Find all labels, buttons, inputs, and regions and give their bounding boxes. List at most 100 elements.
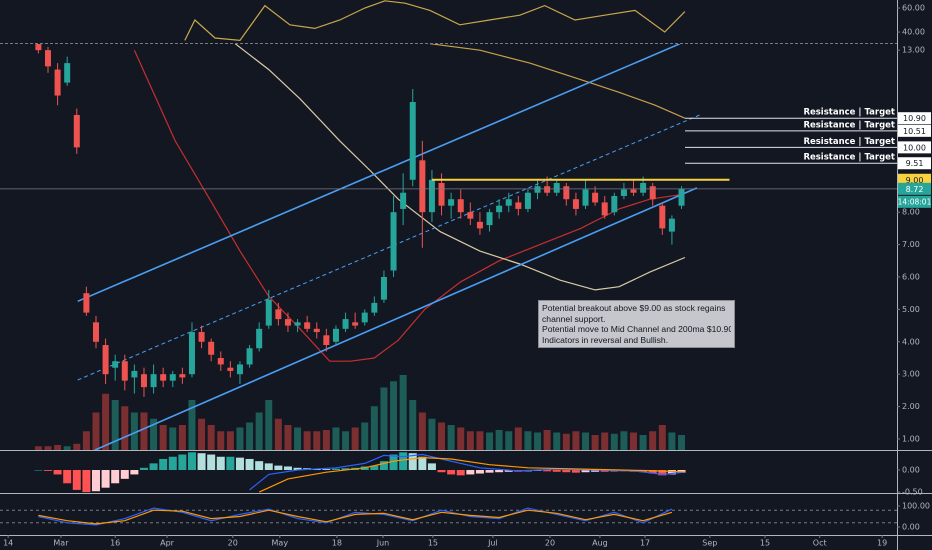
histogram-bar <box>571 470 580 473</box>
histogram-bar <box>274 465 283 471</box>
histogram-bar <box>34 470 43 471</box>
histogram-bar <box>226 456 235 471</box>
candle-body <box>352 322 359 326</box>
y-tick-label: -0.50 <box>902 488 923 497</box>
candle-body <box>332 328 339 342</box>
volume-bar <box>169 427 177 450</box>
histogram-bar <box>495 470 504 473</box>
level-badge <box>898 173 931 186</box>
volume-bar <box>524 431 532 450</box>
histogram-bar <box>427 463 436 471</box>
macd-line <box>249 453 685 491</box>
volume-bar <box>178 425 186 450</box>
x-tick-label: 20 <box>228 539 238 548</box>
volume-bar <box>438 422 446 450</box>
y-tick-label: 60.00 <box>902 4 925 13</box>
histogram-bar <box>418 456 427 471</box>
volume-bar <box>610 433 618 450</box>
last-price-badge <box>898 182 931 195</box>
volume-bar <box>44 446 52 450</box>
resistance-text: Resistance | Target <box>803 153 895 163</box>
last-price-badge-label: 8.72 <box>906 185 924 194</box>
volume-bar <box>351 427 359 450</box>
candle-body <box>227 367 234 371</box>
volume-bar <box>658 425 666 450</box>
x-tick-label: 16 <box>110 539 120 548</box>
histogram-bar <box>600 470 609 472</box>
candle-body <box>572 199 579 209</box>
resistance-badge <box>898 124 931 137</box>
histogram-bar <box>322 469 331 471</box>
x-tick-label: Sep <box>702 539 717 548</box>
volume-bar <box>313 431 321 450</box>
candle-body <box>390 212 397 271</box>
volume-bar <box>543 430 551 450</box>
volume-bar <box>495 430 503 450</box>
histogram-bar <box>101 470 110 488</box>
resistance-badge-label: 10.51 <box>903 127 926 136</box>
volume-bar <box>159 425 167 450</box>
volume-bar <box>111 400 119 450</box>
y-tick-label: 0.00 <box>902 466 920 475</box>
x-tick-label: 14 <box>3 539 13 548</box>
resistance-text: Resistance | Target <box>803 137 895 147</box>
candle-body <box>486 212 493 226</box>
candle-body <box>678 188 685 206</box>
histogram-bar <box>341 468 350 471</box>
resistance-badge-label: 9.51 <box>906 159 924 168</box>
resistance-text: Resistance | Target <box>803 120 895 130</box>
x-tick-label: 19 <box>877 539 887 548</box>
candle-body <box>217 357 224 365</box>
histogram-bar <box>389 454 398 471</box>
candle-body <box>313 328 320 333</box>
histogram-bar <box>283 466 292 471</box>
volume-bar <box>236 427 244 450</box>
candle-body <box>54 69 61 96</box>
candle-body <box>92 322 99 342</box>
indicator-line <box>38 509 673 525</box>
candle-body <box>467 212 474 219</box>
candle-body <box>448 199 455 206</box>
candle-body <box>102 345 109 375</box>
x-tick-label: Jun <box>376 539 390 548</box>
level-badge-label: 9.00 <box>906 176 924 185</box>
candle-body <box>208 341 215 355</box>
histogram-bar <box>245 458 254 471</box>
volume-bar <box>226 431 234 450</box>
histogram-bar <box>466 470 475 475</box>
annotation-line: Potential breakout above $9.00 as stock … <box>542 303 726 313</box>
volume-bar <box>476 431 484 450</box>
histogram-bar <box>216 456 225 471</box>
candle-body <box>419 160 426 213</box>
y-tick-label: 40.00 <box>902 28 925 37</box>
y-tick-label: 6.00 <box>902 272 920 281</box>
histogram-bar <box>485 470 494 473</box>
candle-body <box>630 189 637 193</box>
candle-body <box>668 218 675 232</box>
resistance-badge <box>898 112 931 125</box>
candle-body <box>515 202 522 209</box>
candle-body <box>131 370 138 378</box>
histogram-bar <box>543 470 552 472</box>
volume-bar <box>121 406 129 450</box>
histogram-bar <box>658 470 667 476</box>
candle-body <box>198 332 205 342</box>
volume-bar <box>639 435 647 450</box>
candle-body <box>553 183 560 193</box>
volume-bar <box>255 412 263 450</box>
histogram-bar <box>456 470 465 476</box>
volume-bar <box>418 412 426 450</box>
candle-body <box>582 189 589 206</box>
candle-body <box>409 102 416 180</box>
volume-bar <box>207 425 215 450</box>
y-tick-label: 8.00 <box>902 208 920 217</box>
volume-bar <box>466 431 474 450</box>
candle-body <box>265 299 272 326</box>
candle-body <box>150 374 157 388</box>
channel-line <box>77 44 681 303</box>
candle-body <box>400 192 407 209</box>
histogram-bar <box>82 470 91 493</box>
histogram-bar <box>370 465 379 471</box>
